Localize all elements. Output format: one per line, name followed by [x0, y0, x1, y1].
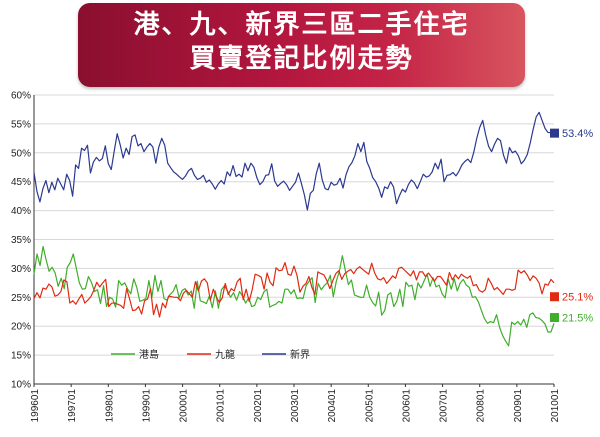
- series-line-3: [33, 111, 555, 211]
- x-tick-label: 200101: [216, 389, 227, 423]
- y-tick-label: 55%: [11, 119, 31, 130]
- x-tick-label: 200701: [439, 389, 450, 423]
- x-tick-label: 199901: [141, 389, 152, 423]
- title-banner: [78, 3, 525, 87]
- chart-title-line2: 買賣登記比例走勢: [189, 44, 414, 74]
- y-tick-label: 25%: [11, 293, 31, 304]
- x-tick-label: 199801: [104, 389, 115, 423]
- x-tick-label: 200401: [327, 389, 338, 423]
- series-end-marker: [550, 128, 559, 138]
- series-end-marker: [550, 292, 559, 302]
- legend-label: 港島: [139, 348, 159, 361]
- x-tick-label: 200801: [476, 389, 487, 423]
- y-tick-label: 40%: [11, 206, 31, 217]
- y-tick-label: 35%: [11, 235, 31, 246]
- x-tick-label: 200301: [290, 389, 301, 423]
- y-tick-label: 15%: [11, 351, 31, 362]
- y-tick-label: 45%: [11, 177, 31, 188]
- y-tick-label: 50%: [11, 148, 31, 159]
- x-tick-label: 199601: [30, 389, 41, 423]
- x-tick-label: 200001: [179, 389, 190, 423]
- chart-title-line1: 港、九、新界三區二手住宅: [133, 10, 470, 40]
- y-tick-label: 10%: [11, 380, 31, 391]
- series-line-2: [33, 262, 555, 318]
- y-tick-label: 60%: [11, 91, 31, 102]
- y-tick-label: 30%: [11, 264, 31, 275]
- legend-label: 新界: [290, 348, 310, 361]
- series-end-label: 21.5%: [562, 313, 593, 325]
- legend-label: 九龍: [215, 348, 235, 361]
- x-tick-label: 200501: [364, 389, 375, 423]
- series-end-marker: [550, 313, 559, 323]
- x-tick-label: 201001: [550, 389, 561, 423]
- x-tick-label: 200601: [401, 389, 412, 423]
- y-tick-label: 20%: [11, 322, 31, 333]
- x-tick-label: 200201: [253, 389, 264, 423]
- x-tick-label: 199701: [67, 389, 78, 423]
- series-end-label: 53.4%: [562, 128, 593, 140]
- series-end-label: 25.1%: [562, 292, 593, 304]
- x-tick-label: 200901: [513, 389, 524, 423]
- series-line-1: [33, 245, 555, 347]
